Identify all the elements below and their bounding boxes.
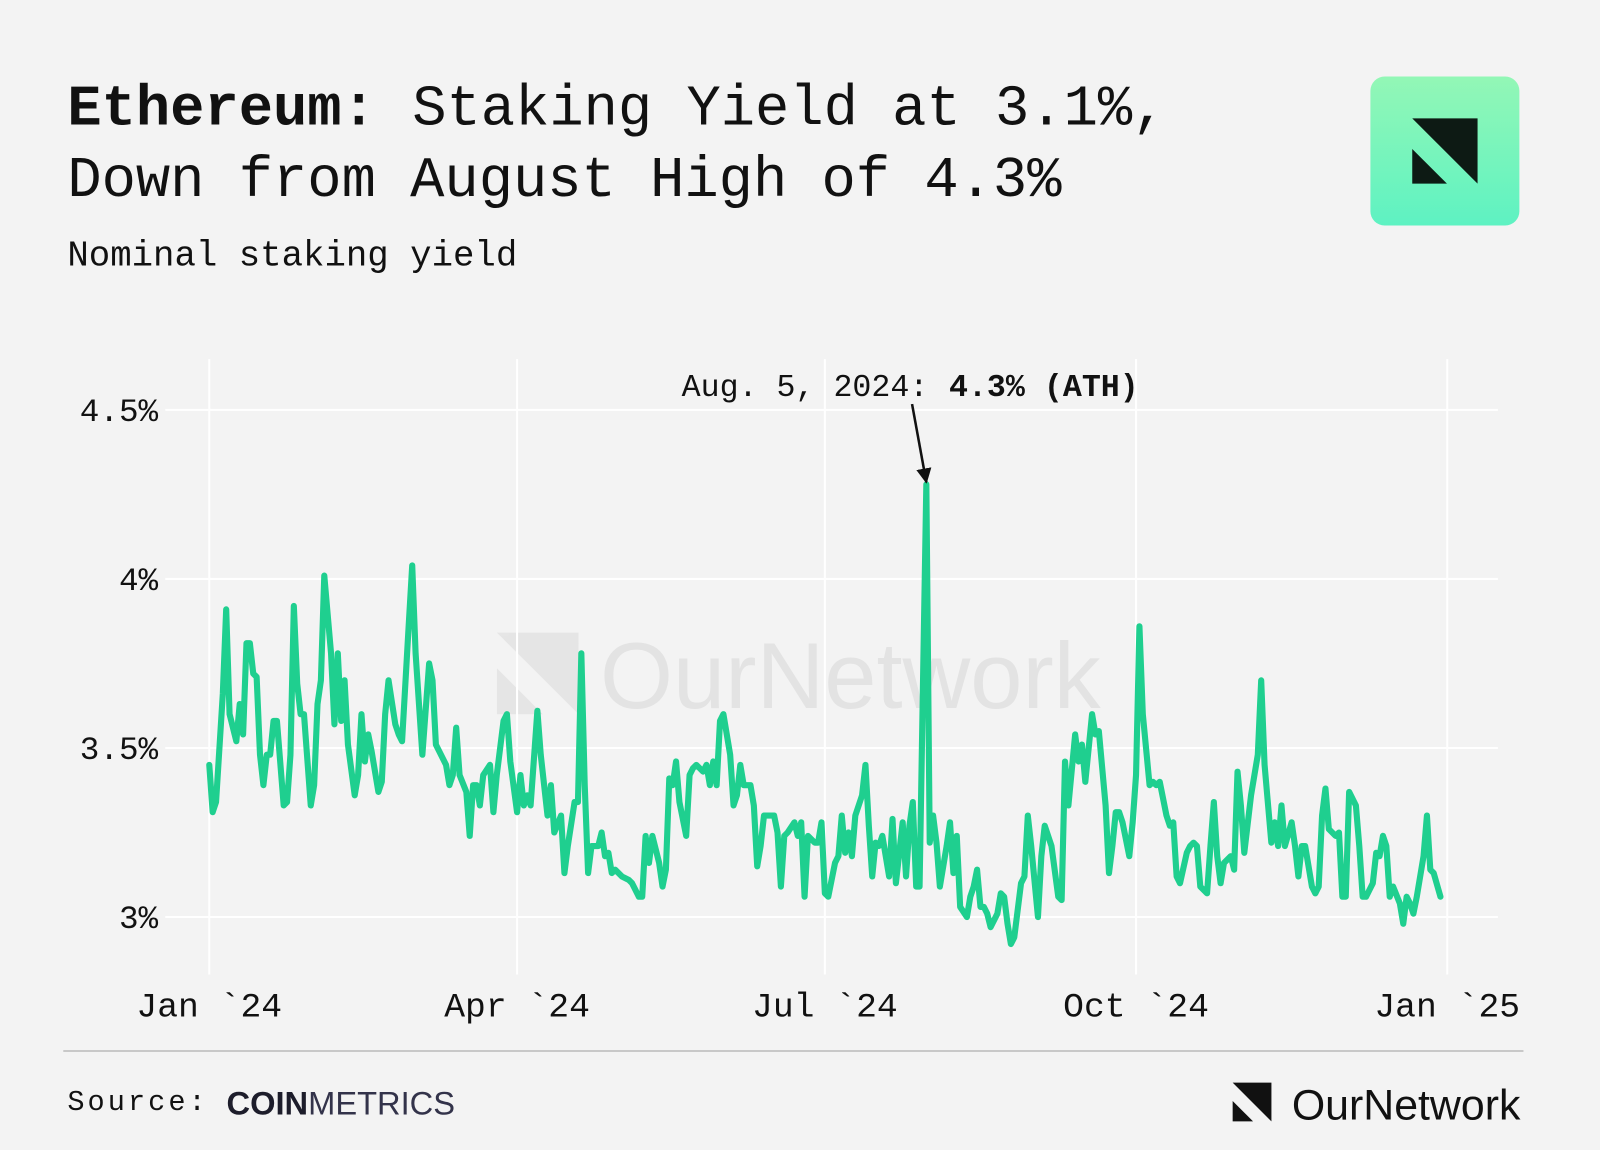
- source-brand-light: METRICS: [308, 1084, 455, 1121]
- footer-logo-icon: [1232, 1082, 1272, 1122]
- y-tick-label: 4.5%: [80, 394, 159, 431]
- logo-mark: [1412, 118, 1478, 184]
- source-brand-bold: COIN: [227, 1084, 309, 1121]
- logo: [1370, 76, 1520, 226]
- watermark-icon: [496, 668, 543, 715]
- source-brand: COINMETRICS: [227, 1084, 456, 1121]
- footer-logo-icon: [1232, 1101, 1254, 1122]
- annotation: Aug. 5, 2024: 4.3% (ATH): [682, 371, 1139, 406]
- chart-title-line2: Down from August High of 4.3%: [67, 149, 1062, 214]
- x-tick-label: Jul `24: [752, 988, 898, 1027]
- title-line1: Staking Yield at 3.1%,: [412, 77, 1166, 142]
- data-line: [206, 481, 1444, 948]
- footer-logo: OurNetwork: [1232, 1081, 1521, 1129]
- x-tick-label: Apr `24: [444, 988, 590, 1027]
- y-tick-label: 4%: [119, 563, 159, 600]
- logo-badge: [1370, 76, 1520, 226]
- x-tick-label: Jan `25: [1374, 988, 1520, 1027]
- title-bold: Ethereum:: [67, 77, 376, 142]
- annotation-value: 4.3% (ATH): [949, 371, 1139, 406]
- footer-brand: OurNetwork: [1292, 1081, 1521, 1129]
- annotation-arrow: [910, 403, 932, 484]
- x-tick-label: Oct `24: [1063, 988, 1209, 1027]
- x-tick-label: Jan `24: [136, 988, 282, 1027]
- y-tick-label: 3.5%: [80, 732, 159, 769]
- watermark-text: OurNetwork: [600, 623, 1102, 728]
- chart-subtitle: Nominal staking yield: [67, 235, 517, 276]
- plot-area: 3% 3.5% 4% 4.5% Jan `24 Apr `24 Jul `24 Oct `24…: [80, 359, 1520, 1027]
- chart-title: Ethereum: Staking Yield at 3.1%,: [67, 77, 1166, 142]
- annotation-date: Aug. 5, 2024:: [682, 371, 929, 406]
- source-label: Source:: [67, 1086, 208, 1119]
- logo-mark: [1412, 148, 1447, 184]
- y-tick-label: 3%: [119, 901, 159, 938]
